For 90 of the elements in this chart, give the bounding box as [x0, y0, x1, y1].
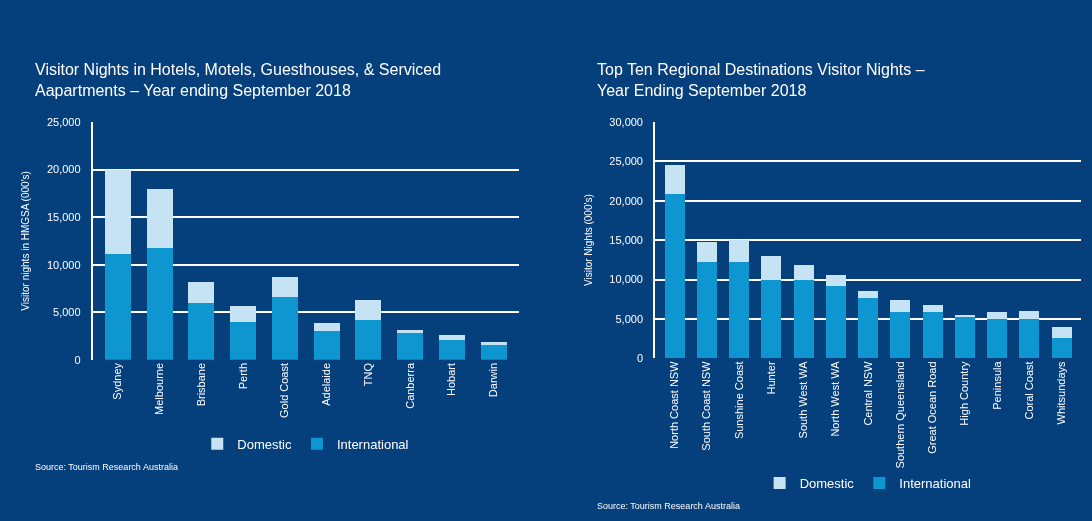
chart-title: Top Ten Regional Destinations Visitor Nights – Year Ending September 2018 [597, 61, 925, 99]
x-tick-label: Brisbane [194, 362, 207, 407]
bar [987, 318, 1008, 359]
bar [761, 279, 782, 359]
bar [438, 335, 465, 340]
x-tick-label: Melbourne [153, 362, 166, 415]
legend-label: International [899, 475, 971, 491]
x-tick-label: Southern Queensland [893, 361, 906, 469]
y-tick-label: 5,000 [615, 312, 643, 325]
legend-label: International [336, 436, 409, 452]
bar [729, 240, 750, 263]
bar [825, 274, 846, 286]
bar [1019, 311, 1040, 320]
bar [438, 339, 465, 360]
y-tick-label: 15,000 [46, 210, 81, 223]
bar [1051, 326, 1072, 338]
y-tick-label: 30,000 [609, 115, 643, 128]
bar [397, 333, 424, 360]
bar [188, 281, 215, 303]
x-tick-label: Coral Coast [1023, 361, 1036, 420]
legend-label: Domestic [237, 436, 292, 452]
x-tick-label: Canberra [403, 362, 416, 409]
bar [922, 304, 943, 312]
bar [922, 311, 943, 359]
y-axis-title: Visitor Nights (000's) [582, 194, 594, 287]
bar [355, 319, 382, 360]
x-tick-label: Great Ocean Road [926, 361, 939, 454]
y-tick-label: 20,000 [609, 194, 643, 207]
bar [890, 299, 911, 312]
bar [146, 188, 173, 248]
x-tick-label: Peninsula [990, 360, 1003, 410]
bar [793, 280, 814, 359]
bar [858, 291, 879, 298]
bar [761, 255, 782, 280]
bar [890, 311, 911, 359]
x-tick-label: Hobart [445, 362, 458, 396]
bar [825, 285, 846, 359]
bar [271, 277, 298, 297]
x-tick-label: Darwin [487, 362, 500, 398]
legend-label: Domestic [799, 475, 855, 491]
bar [397, 330, 424, 334]
y-tick-label: 5,000 [53, 306, 81, 319]
y-tick-label: 10,000 [609, 273, 643, 286]
x-tick-label: North West WA [829, 360, 842, 437]
bar [664, 164, 685, 194]
bar [146, 247, 173, 360]
bar [313, 322, 340, 332]
bar [313, 331, 340, 360]
bar [480, 345, 507, 360]
bar [858, 297, 879, 359]
y-tick-label: 20,000 [46, 163, 81, 176]
source-note: Source: Tourism Research Australia [35, 462, 178, 472]
bar [793, 264, 814, 281]
bar [104, 254, 131, 360]
bar [188, 302, 215, 360]
x-tick-label: Adelaide [320, 362, 333, 406]
x-tick-label: Sydney [111, 362, 124, 400]
bar [664, 193, 685, 359]
y-tick-label: 0 [636, 352, 643, 365]
bar [271, 297, 298, 360]
bar [230, 321, 257, 360]
bar [987, 312, 1008, 319]
y-tick-label: 10,000 [46, 258, 81, 271]
bar [729, 262, 750, 359]
x-tick-label: Whitsundays [1055, 360, 1068, 425]
x-tick-label: TNQ [361, 362, 374, 387]
x-tick-label: Hunter [764, 361, 777, 395]
bar [696, 241, 717, 263]
chart-title: Visitor Nights in Hotels, Motels, Guesthouses, & Serviced Aapartments – Year ending September 2018 [35, 61, 442, 99]
source-note: Source: Tourism Research Australia [597, 501, 740, 511]
x-tick-label: North Coast NSW [668, 360, 681, 449]
x-tick-label: South West WA [797, 360, 810, 439]
x-tick-label: South Coast NSW [700, 360, 713, 451]
x-tick-label: High Country [958, 360, 971, 426]
bar [696, 262, 717, 359]
x-tick-label: Central NSW [861, 360, 874, 426]
bar [954, 317, 975, 359]
bar [104, 169, 131, 255]
bar [230, 306, 257, 322]
bar [1051, 337, 1072, 359]
bar [1019, 319, 1040, 359]
y-tick-label: 25,000 [609, 155, 643, 168]
y-tick-label: 15,000 [609, 233, 643, 246]
y-axis-title: Visitor nights in HMGSA (000's) [20, 171, 32, 311]
x-tick-label: Sunshine Coast [732, 361, 745, 440]
x-tick-label: Gold Coast [278, 362, 291, 418]
y-tick-label: 0 [74, 353, 81, 366]
bar [355, 299, 382, 320]
x-tick-label: Perth [236, 362, 249, 390]
y-tick-label: 25,000 [46, 115, 81, 128]
